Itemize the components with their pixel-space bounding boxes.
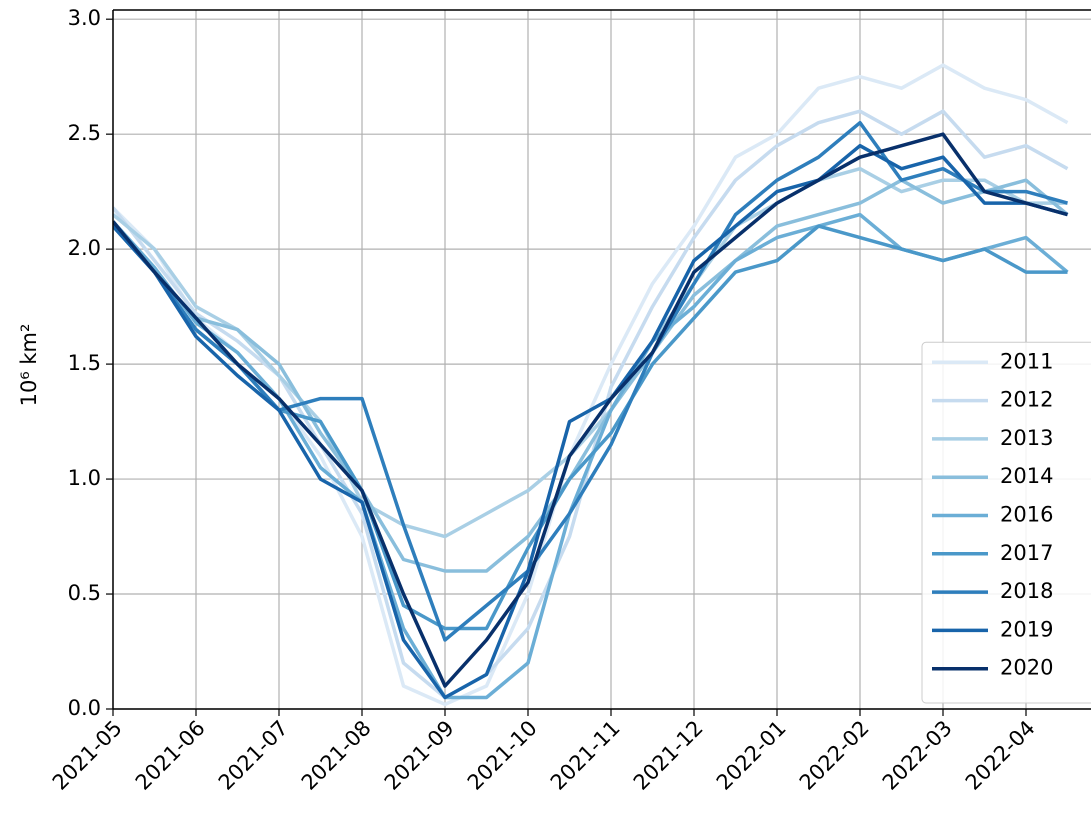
x-tick-label: 2021-07: [214, 716, 293, 795]
y-tick-label: 1.5: [68, 351, 101, 375]
x-tick-label: 2021-08: [297, 716, 376, 795]
y-tick-label: 1.0: [68, 466, 101, 490]
y-tick-label: 3.0: [68, 6, 101, 30]
legend-label: 2016: [1000, 503, 1053, 527]
y-tick-label: 2.5: [68, 121, 101, 145]
legend-label: 2017: [1000, 541, 1053, 565]
legend-label: 2013: [1000, 426, 1053, 450]
series-line: [113, 178, 1069, 573]
x-tick-label: 2022-04: [961, 716, 1040, 795]
x-tick-label: 2021-11: [546, 716, 625, 795]
x-tick-label: 2022-02: [795, 716, 874, 795]
legend-label: 2012: [1000, 388, 1053, 412]
x-tick-label: 2022-01: [712, 716, 791, 795]
legend-label: 2014: [1000, 464, 1053, 488]
plot-lines: [113, 63, 1069, 707]
y-axis-label: 10⁶ km²: [17, 324, 41, 407]
legend-label: 2011: [1000, 349, 1053, 373]
x-tick-label: 2021-09: [380, 716, 459, 795]
x-tick-label: 2021-10: [463, 716, 542, 795]
series-line: [113, 166, 1068, 539]
y-tick-label: 0.5: [68, 581, 101, 605]
x-tick-label: 2022-03: [878, 716, 957, 795]
series-line: [113, 132, 1068, 688]
legend-label: 2019: [1000, 617, 1053, 641]
x-tick-label: 2021-12: [629, 716, 708, 795]
legend-label: 2020: [1000, 656, 1053, 680]
x-tick-label: 2021-06: [131, 716, 210, 795]
series-line: [113, 143, 1068, 700]
y-tick-label: 2.0: [68, 236, 101, 260]
legend-box: [921, 341, 1091, 704]
x-tick-label: 2021-05: [48, 716, 127, 795]
y-tick-label: 0.0: [68, 696, 101, 720]
legend-label: 2018: [1000, 579, 1053, 603]
